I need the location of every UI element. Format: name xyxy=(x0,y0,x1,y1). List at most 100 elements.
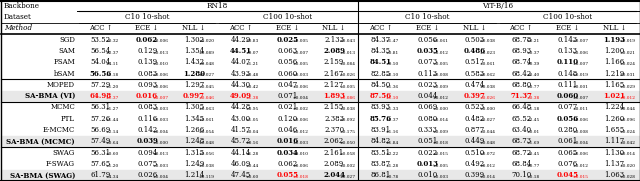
Text: 57.29: 57.29 xyxy=(90,81,111,89)
Text: 1.130: 1.130 xyxy=(605,149,625,157)
Text: ±1.28: ±1.28 xyxy=(246,152,259,156)
Text: ±0.005: ±0.005 xyxy=(433,62,449,66)
Text: ±0.40: ±0.40 xyxy=(526,73,540,77)
Text: 43.00: 43.00 xyxy=(230,115,251,123)
Text: ±0.64: ±0.64 xyxy=(106,141,118,145)
Text: ±1.36: ±1.36 xyxy=(386,85,399,89)
Text: 0.026: 0.026 xyxy=(137,171,157,179)
Text: ±0.07: ±0.07 xyxy=(246,51,259,55)
Text: 1.302: 1.302 xyxy=(184,36,204,44)
Text: ±1.20: ±1.20 xyxy=(106,164,118,168)
Text: ±0.054: ±0.054 xyxy=(199,130,215,134)
Text: 1.260: 1.260 xyxy=(605,115,625,123)
Bar xyxy=(1,147,639,158)
Text: SA-BMA (VI): SA-BMA (VI) xyxy=(24,92,75,100)
Text: ±2.37: ±2.37 xyxy=(106,51,118,55)
Text: 0.083: 0.083 xyxy=(137,70,157,77)
Text: ±0.013: ±0.013 xyxy=(152,51,168,55)
Text: 47.45: 47.45 xyxy=(230,171,251,179)
Text: MCMC: MCMC xyxy=(51,104,75,111)
Text: ±0.019: ±0.019 xyxy=(620,39,636,43)
Text: 1.117: 1.117 xyxy=(605,137,625,145)
Text: 56.56: 56.56 xyxy=(89,70,111,77)
Text: 0.075: 0.075 xyxy=(137,160,157,168)
Text: ±0.60: ±0.60 xyxy=(106,152,118,156)
Text: ±0.038: ±0.038 xyxy=(339,107,355,111)
Text: ±0.010: ±0.010 xyxy=(292,152,308,156)
Text: 2.062: 2.062 xyxy=(324,137,344,145)
Text: 57.49: 57.49 xyxy=(90,137,111,145)
Text: ±1.18: ±1.18 xyxy=(526,107,540,111)
Text: ±0.048: ±0.048 xyxy=(479,141,495,145)
Text: ±0.007: ±0.007 xyxy=(573,39,589,43)
Text: ±0.48: ±0.48 xyxy=(246,73,259,77)
Text: 1.305: 1.305 xyxy=(184,104,204,111)
Text: 1.021: 1.021 xyxy=(604,92,626,100)
Text: 0.139: 0.139 xyxy=(137,58,157,66)
Text: ±0.006: ±0.006 xyxy=(573,51,589,55)
Text: C10 10-shot: C10 10-shot xyxy=(405,13,450,21)
Text: ±0.044: ±0.044 xyxy=(479,130,495,134)
Text: 0.877: 0.877 xyxy=(464,126,484,134)
Text: ±0.002: ±0.002 xyxy=(339,164,355,168)
Text: 0.060: 0.060 xyxy=(277,70,298,77)
Text: 0.120: 0.120 xyxy=(277,115,298,123)
Text: ±0.024: ±0.024 xyxy=(620,62,636,66)
Text: ±0.003: ±0.003 xyxy=(152,119,168,123)
Text: ECE ↓: ECE ↓ xyxy=(136,24,159,32)
Text: ±0.015: ±0.015 xyxy=(573,175,589,179)
Bar xyxy=(1,102,639,113)
Text: 0.583: 0.583 xyxy=(464,70,484,77)
Text: SGD: SGD xyxy=(59,36,75,44)
Text: SWAG: SWAG xyxy=(52,149,75,157)
Text: ±0.013: ±0.013 xyxy=(152,152,168,156)
Text: 68.74: 68.74 xyxy=(511,58,531,66)
Text: ±1.18: ±1.18 xyxy=(106,73,118,77)
Text: ±2.14: ±2.14 xyxy=(106,130,118,134)
Text: 0.035: 0.035 xyxy=(417,47,438,55)
Text: 0.060: 0.060 xyxy=(557,92,579,100)
Text: NLL ↓: NLL ↓ xyxy=(463,24,486,32)
Text: ±0.008: ±0.008 xyxy=(433,73,449,77)
Text: 83.87: 83.87 xyxy=(371,160,391,168)
Text: ±0.42: ±0.42 xyxy=(246,85,259,89)
Text: ±0.006: ±0.006 xyxy=(573,119,589,123)
Text: C100 10-shot: C100 10-shot xyxy=(543,13,593,21)
Text: ±0.042: ±0.042 xyxy=(620,141,636,145)
Text: ±0.014: ±0.014 xyxy=(433,119,449,123)
Text: ±0.038: ±0.038 xyxy=(479,85,495,89)
Text: 0.055: 0.055 xyxy=(276,171,298,179)
Bar xyxy=(1,79,639,90)
Text: 1.224: 1.224 xyxy=(605,104,625,111)
Text: 44.29: 44.29 xyxy=(230,36,251,44)
Text: 53.52: 53.52 xyxy=(90,36,111,44)
Text: ±0.006: ±0.006 xyxy=(152,85,168,89)
Text: 0.280: 0.280 xyxy=(557,126,578,134)
Text: 46.09: 46.09 xyxy=(230,160,251,168)
Text: 0.093: 0.093 xyxy=(137,81,157,89)
Text: ±0.000: ±0.000 xyxy=(152,141,168,145)
Text: ±0.006: ±0.006 xyxy=(292,85,308,89)
Text: ±0.38: ±0.38 xyxy=(526,96,540,100)
Text: ±0.78: ±0.78 xyxy=(386,175,399,179)
Text: ±2.45: ±2.45 xyxy=(526,119,540,123)
Text: ±0.038: ±0.038 xyxy=(479,39,495,43)
Text: ±0.028: ±0.028 xyxy=(620,175,636,179)
Text: ±0.006: ±0.006 xyxy=(152,39,168,43)
Text: 1.200: 1.200 xyxy=(605,47,625,55)
Text: 0.148: 0.148 xyxy=(557,70,578,77)
Text: ±0.32: ±0.32 xyxy=(106,39,118,43)
Text: 0.503: 0.503 xyxy=(464,36,484,44)
Text: ±1.37: ±1.37 xyxy=(386,119,399,123)
Text: ±0.029: ±0.029 xyxy=(620,85,636,89)
Text: 0.333: 0.333 xyxy=(418,126,438,134)
Text: 0.129: 0.129 xyxy=(137,47,157,55)
Text: ±0.023: ±0.023 xyxy=(479,51,495,55)
Text: ±0.043: ±0.043 xyxy=(339,39,355,43)
Text: ±0.95: ±0.95 xyxy=(246,107,259,111)
Text: 1.166: 1.166 xyxy=(605,58,625,66)
Text: ±0.04: ±0.04 xyxy=(246,130,259,134)
Text: ±0.60: ±0.60 xyxy=(246,175,259,179)
Text: 1.193: 1.193 xyxy=(604,36,625,44)
Text: ±0.000: ±0.000 xyxy=(479,107,495,111)
